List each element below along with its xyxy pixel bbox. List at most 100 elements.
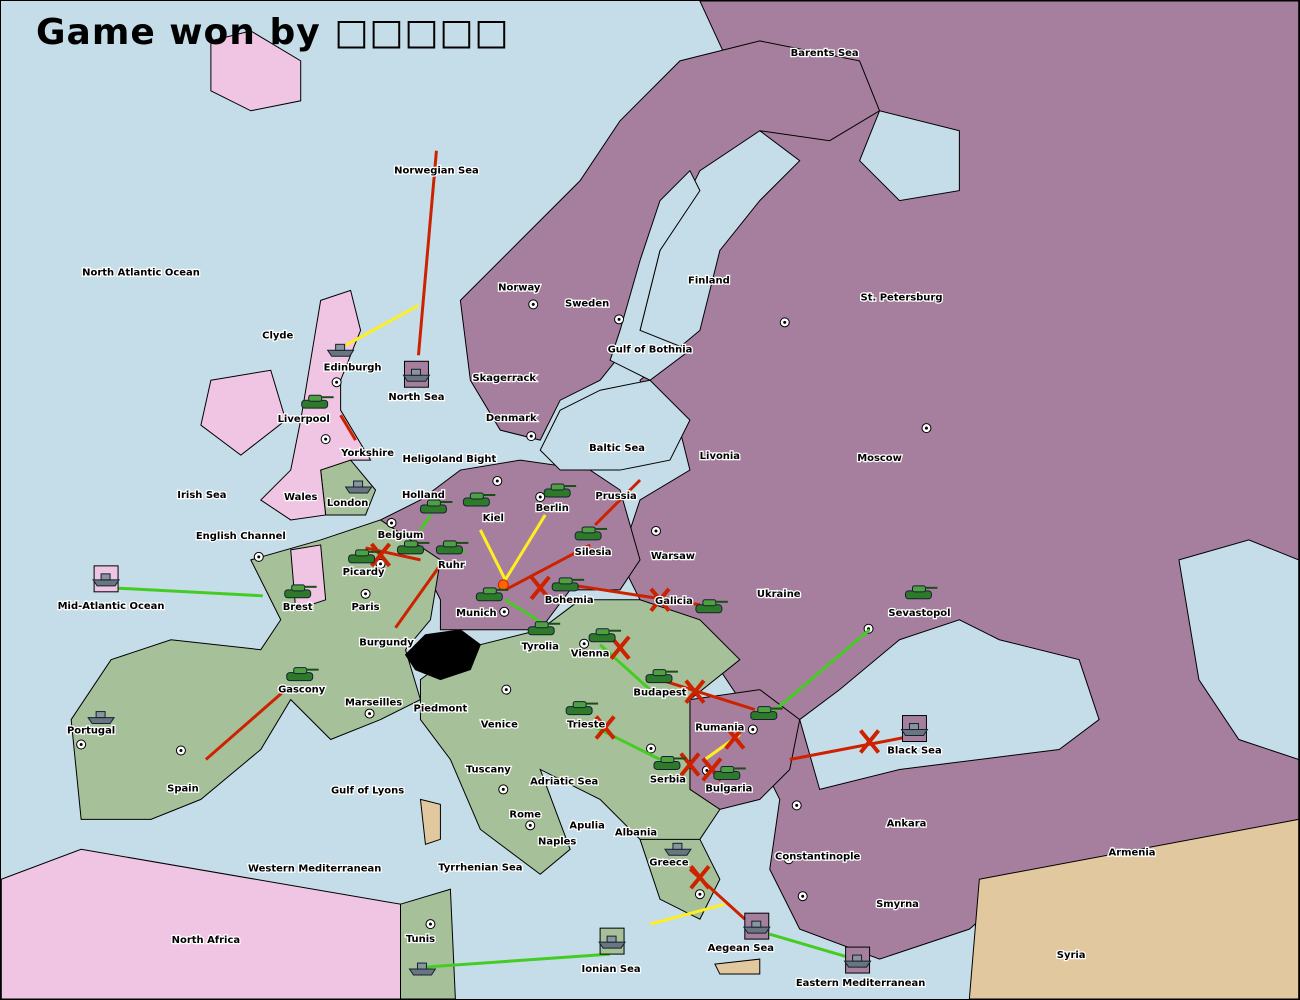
province-label: Wales [284, 492, 318, 503]
province-label: Burgundy [359, 638, 414, 649]
region-scandinavia[interactable] [459, 40, 881, 441]
province-label: Syria [1057, 950, 1086, 961]
army-tank-icon[interactable] [695, 599, 728, 614]
province-label: Berlin [536, 503, 569, 514]
province-label: Tyrrhenian Sea [438, 862, 522, 873]
region-brest[interactable] [290, 544, 327, 611]
order-arrow [594, 478, 642, 527]
province-label: Sweden [565, 298, 609, 309]
supply-center-icon [425, 919, 436, 930]
fleet-battleship-icon[interactable] [843, 946, 872, 974]
fleet-battleship-icon[interactable] [326, 343, 355, 357]
army-tank-icon[interactable] [750, 706, 783, 721]
fleet-battleship-icon[interactable] [664, 842, 692, 856]
supply-center-icon [364, 708, 375, 719]
province-label: Barents Sea [791, 48, 859, 59]
supply-center-icon [375, 558, 386, 569]
order-arrow [504, 514, 547, 581]
province-label: Black Sea [887, 745, 941, 756]
fleet-battleship-icon[interactable] [900, 715, 929, 743]
province-label: Constantinople [775, 851, 860, 862]
order-arrow [339, 414, 357, 441]
army-tank-icon[interactable] [527, 621, 561, 636]
province-label: Edinburgh [324, 362, 382, 373]
province-label: Marseilles [345, 698, 402, 709]
army-tank-icon[interactable] [565, 701, 599, 716]
province-label: Tyrolia [521, 642, 558, 653]
failed-order-x-icon [689, 865, 711, 890]
order-arrow [769, 932, 856, 961]
island-crete [714, 958, 761, 975]
province-label: Gascony [278, 685, 326, 696]
island-sardinia [419, 798, 441, 845]
army-tank-icon[interactable] [645, 669, 678, 684]
fleet-battleship-icon[interactable] [742, 912, 771, 940]
province-label: Piedmont [414, 704, 468, 715]
order-arrow [204, 688, 287, 761]
fleet-battleship-icon[interactable] [344, 480, 373, 494]
caspian-sea-water [1178, 539, 1299, 761]
region-west-green[interactable] [70, 519, 441, 820]
supply-center-icon [320, 434, 331, 445]
province-label: Sevastopol [888, 608, 950, 619]
army-tank-icon[interactable] [904, 585, 938, 600]
province-label: Galicia [655, 596, 693, 607]
province-label: Portugal [67, 726, 115, 737]
province-label: Adriatic Sea [530, 776, 598, 787]
army-tank-icon[interactable] [284, 584, 317, 599]
army-tank-icon[interactable] [435, 540, 469, 555]
army-tank-icon[interactable] [301, 394, 334, 409]
province-label: Ruhr [438, 560, 465, 571]
order-arrow [504, 598, 547, 627]
fleet-battleship-icon[interactable] [408, 962, 437, 976]
army-tank-icon[interactable] [397, 540, 430, 555]
army-tank-icon[interactable] [653, 755, 686, 770]
order-arrow [599, 643, 652, 691]
army-tank-icon[interactable] [286, 667, 319, 682]
army-tank-icon[interactable] [475, 587, 509, 602]
army-tank-icon[interactable] [588, 628, 622, 643]
order-arrow [111, 586, 263, 598]
province-label: Liverpool [278, 414, 330, 425]
fleet-battleship-icon[interactable] [92, 565, 120, 593]
order-arrow [569, 583, 701, 607]
army-tank-icon[interactable] [713, 765, 746, 780]
province-label: Gulf of Bothnia [608, 344, 693, 355]
province-label: Ionian Sea [582, 964, 641, 975]
province-label: Venice [481, 720, 518, 731]
supply-center-icon [76, 739, 87, 750]
province-label: North Africa [172, 935, 240, 946]
province-label: Budapest [633, 688, 686, 699]
army-tank-icon[interactable] [543, 483, 577, 498]
fleet-battleship-icon[interactable] [87, 711, 116, 725]
province-label: Heligoland Bight [403, 454, 497, 465]
province-label: Skagerrack [473, 373, 537, 384]
province-label: Eastern Mediterranean [796, 978, 925, 989]
region-syria[interactable] [968, 818, 1299, 999]
province-label: Paris [352, 602, 380, 613]
army-tank-icon[interactable] [348, 549, 381, 564]
supply-center-icon [650, 525, 661, 536]
province-label: Baltic Sea [589, 443, 645, 454]
region-iceland[interactable] [210, 30, 302, 112]
province-label: Yorkshire [340, 448, 394, 459]
game-title: Game won by □□□□□ [36, 12, 510, 53]
province-label: Warsaw [651, 551, 695, 562]
army-tank-icon[interactable] [462, 492, 496, 507]
fleet-battleship-icon[interactable] [402, 360, 431, 388]
army-tank-icon[interactable] [551, 577, 585, 592]
province-label: Vienna [571, 649, 610, 660]
province-label: Aegean Sea [708, 943, 774, 954]
supply-center-icon [646, 743, 656, 754]
region-ireland[interactable] [200, 369, 287, 456]
province-label: Brest [283, 602, 313, 613]
supply-center-icon [579, 638, 590, 649]
supply-center-icon [499, 606, 510, 617]
order-arrow [768, 628, 871, 716]
army-tank-icon[interactable] [574, 526, 608, 541]
supply-center-icon [360, 588, 371, 599]
region-north-africa[interactable] [1, 848, 401, 999]
army-tank-icon[interactable] [419, 499, 453, 514]
fleet-battleship-icon[interactable] [598, 927, 626, 955]
